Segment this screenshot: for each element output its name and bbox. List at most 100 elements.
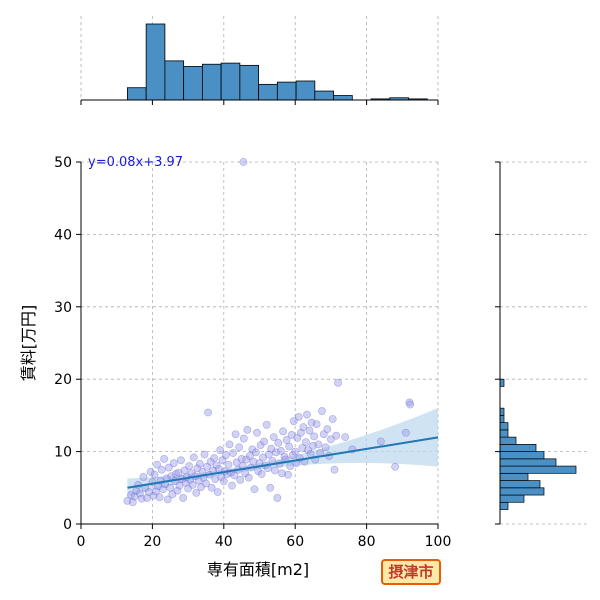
y-axis-label: 賃料[万円] bbox=[19, 305, 38, 382]
scatter-point bbox=[241, 469, 250, 478]
tick-labels: 0 20 40 60 80 100 0 10 20 30 40 50 bbox=[54, 155, 451, 550]
x-tick-label: 0 bbox=[77, 534, 86, 550]
scatter-point bbox=[274, 439, 283, 447]
top-histogram-bar bbox=[314, 90, 334, 101]
scatter-point bbox=[248, 445, 257, 454]
scatter-point bbox=[130, 492, 139, 501]
scatter-point bbox=[289, 417, 298, 426]
scatter-point bbox=[213, 488, 222, 497]
scatter-point bbox=[405, 398, 414, 407]
scatter-point bbox=[123, 496, 132, 505]
scatter-point bbox=[222, 451, 230, 460]
scatter-point bbox=[310, 432, 319, 441]
scatter-point bbox=[326, 435, 335, 444]
scatter-point bbox=[256, 441, 265, 449]
scatter-point bbox=[304, 446, 312, 455]
x-tick-label: 80 bbox=[358, 534, 376, 550]
scatter-point bbox=[236, 475, 245, 484]
right-histogram-bar bbox=[499, 407, 505, 416]
scatter-point bbox=[225, 440, 234, 449]
scatter-point bbox=[266, 483, 275, 492]
scatter-point bbox=[302, 438, 310, 447]
x-tick-label: 40 bbox=[215, 534, 233, 550]
scatter-point bbox=[180, 466, 189, 475]
scatter-point bbox=[267, 444, 276, 453]
axes bbox=[76, 99, 501, 529]
right-histogram-bar bbox=[499, 378, 505, 387]
scatter-point bbox=[231, 430, 240, 439]
scatter-point bbox=[323, 425, 332, 434]
scatter-point bbox=[177, 456, 185, 465]
scatter-point bbox=[259, 453, 267, 462]
scatter-point bbox=[184, 484, 192, 493]
top-histogram-bar bbox=[127, 87, 147, 101]
scatter-point bbox=[243, 425, 252, 434]
scatter-point bbox=[232, 458, 241, 467]
scatter-point bbox=[168, 490, 177, 499]
scatter-point bbox=[150, 470, 159, 479]
top-histogram-bar bbox=[295, 80, 316, 101]
scatter-point bbox=[163, 495, 172, 504]
scatter-point bbox=[237, 454, 246, 463]
scatter-point bbox=[166, 483, 175, 492]
scatter-point bbox=[293, 433, 302, 442]
scatter-point bbox=[224, 460, 233, 469]
scatter-point bbox=[245, 452, 254, 460]
scatter-point bbox=[298, 444, 307, 452]
scatter-point bbox=[189, 453, 198, 462]
scatter-point bbox=[376, 437, 385, 446]
scatter-point bbox=[334, 378, 342, 387]
scatter-point bbox=[401, 428, 410, 437]
y-tick-label: 20 bbox=[54, 372, 72, 388]
city-badge: 摂津市 bbox=[381, 559, 441, 585]
scatter-point bbox=[284, 470, 292, 479]
scatter-point bbox=[185, 462, 194, 470]
regression-equation-label: y=0.08x+3.97 bbox=[88, 155, 183, 170]
scatter-point bbox=[250, 485, 259, 494]
y-tick-label: 40 bbox=[54, 227, 72, 243]
top-histogram-bar bbox=[333, 95, 353, 101]
scatter-point bbox=[202, 479, 210, 488]
scatter-point bbox=[193, 464, 202, 473]
scatter-point bbox=[235, 443, 244, 452]
scatter-point bbox=[239, 434, 248, 443]
x-tick-label: 60 bbox=[286, 534, 304, 550]
top-histogram-bar bbox=[258, 83, 278, 101]
right-histogram-bar bbox=[499, 415, 505, 423]
top-histogram-bar bbox=[164, 60, 185, 101]
top-histogram-bar bbox=[239, 64, 260, 101]
scatter-point bbox=[262, 420, 271, 429]
right-histogram-bar bbox=[499, 501, 509, 510]
scatter-point bbox=[285, 442, 294, 451]
regression-line-path bbox=[127, 436, 439, 489]
scatter-point bbox=[127, 491, 135, 499]
scatter-point bbox=[216, 446, 225, 455]
scatter-point bbox=[303, 410, 311, 419]
y-tick-label: 30 bbox=[54, 300, 72, 316]
scatter-point bbox=[321, 443, 330, 452]
right-histogram-bar bbox=[499, 465, 577, 474]
scatter-point bbox=[211, 475, 220, 484]
scatter-point bbox=[230, 471, 239, 480]
scatter-point bbox=[175, 481, 184, 490]
scatter-point bbox=[309, 441, 317, 450]
scatter-point bbox=[312, 420, 321, 428]
top-marginal-histogram bbox=[127, 23, 428, 101]
scatter-points bbox=[123, 158, 415, 507]
scatter-point bbox=[192, 488, 201, 497]
right-histogram-bar bbox=[499, 422, 509, 431]
scatter-point bbox=[257, 470, 266, 478]
scatter-point bbox=[254, 467, 262, 476]
y-tick-label: 10 bbox=[54, 445, 72, 461]
scatter-point bbox=[207, 483, 216, 492]
scatter-point bbox=[239, 158, 248, 166]
right-histogram-bar bbox=[499, 451, 545, 460]
scatter-point bbox=[299, 423, 308, 431]
scatter-point bbox=[249, 457, 258, 466]
top-histogram-bar bbox=[220, 62, 241, 101]
scatter-point bbox=[212, 461, 221, 470]
scatter-point bbox=[269, 433, 278, 442]
scatter-point bbox=[164, 463, 173, 472]
